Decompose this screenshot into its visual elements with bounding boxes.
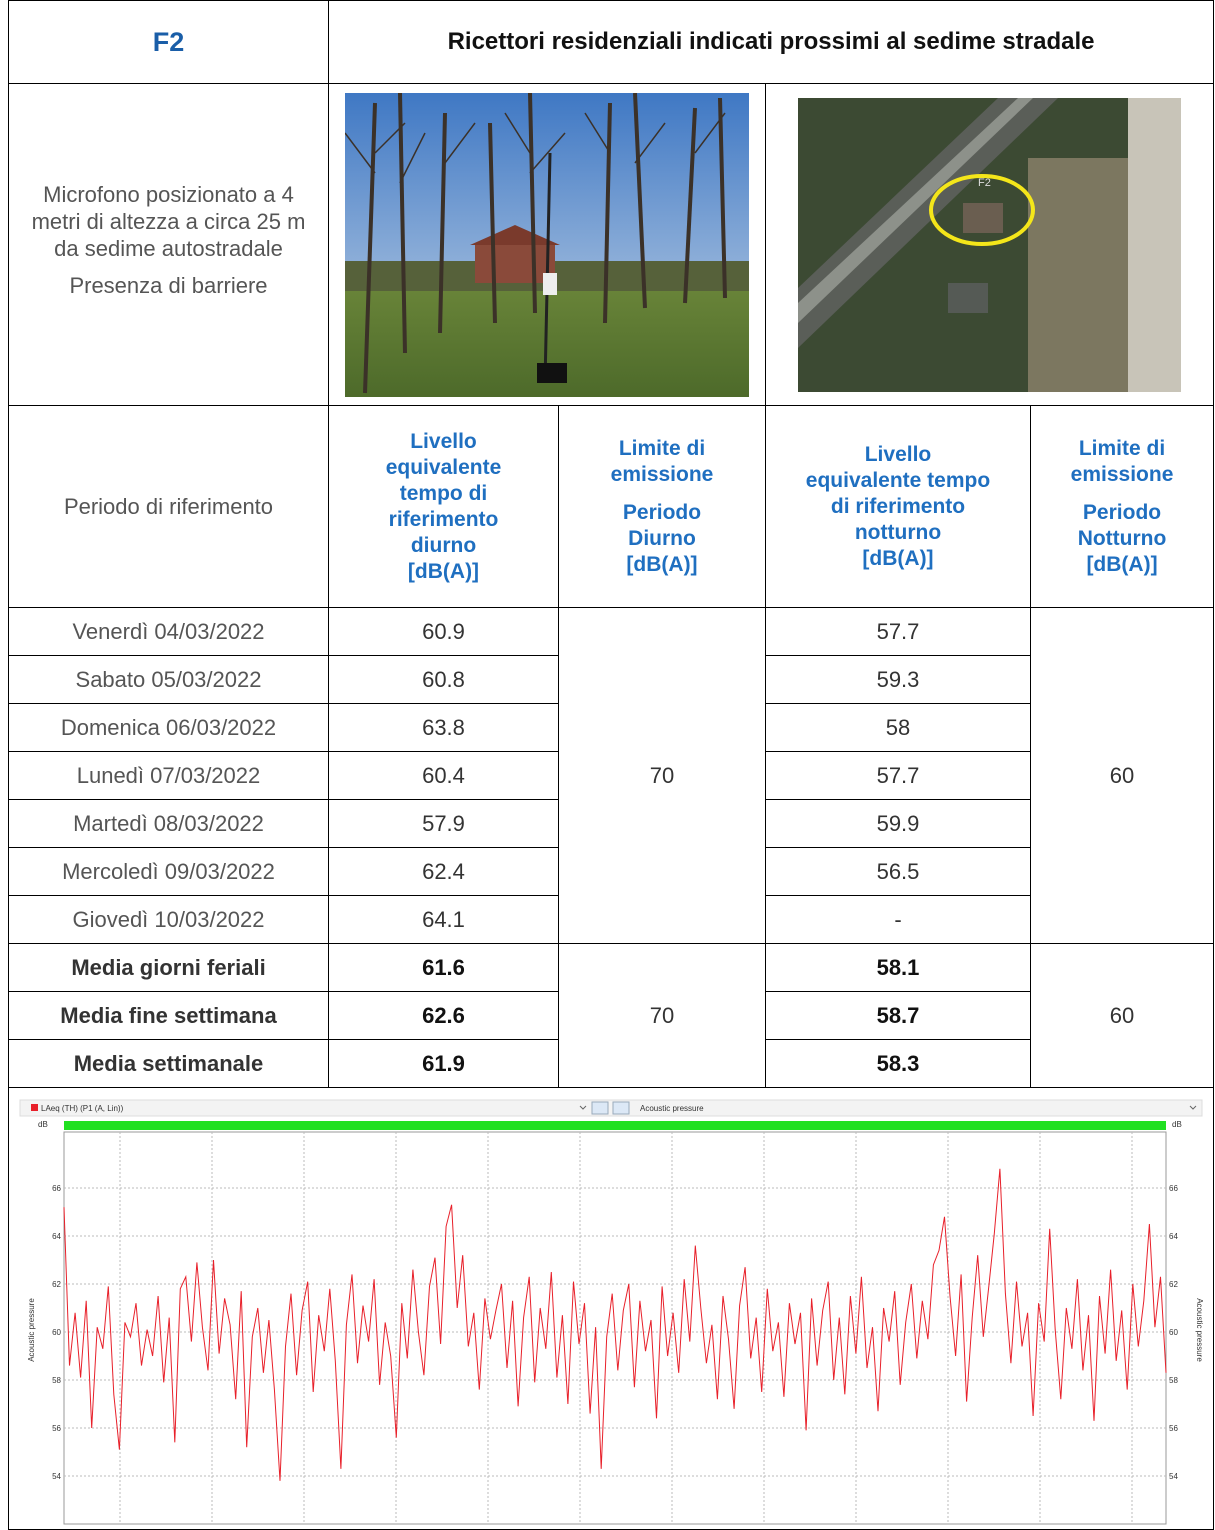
day-level: 62.4 [328,847,559,896]
y-tick-label: 66 [52,1184,61,1193]
summary-day: 61.9 [328,1039,559,1088]
period: Lunedì 07/03/2022 [8,751,329,800]
series-label: LAeq (TH) (P1 (A, Lin)) [41,1104,124,1113]
toolbar-label: Acoustic pressure [640,1104,704,1113]
column-header: Limite di emissione Periodo Notturno [dB(… [1029,405,1215,608]
column-header-line: Limite di emissione [610,436,714,486]
table-row: Mercoledì 09/03/2022 62.4 56.5 [8,847,1214,896]
site-photo [345,92,749,397]
night-level: 57.7 [765,607,1031,656]
summary-row: Media giorni feriali 61.6 70 58.1 60 [8,943,1215,1088]
summary-period: Media giorni feriali [8,943,329,992]
summary-row: Media fine settimana 62.6 58.7 [8,991,1214,1040]
y-tick-label: 64 [52,1232,61,1241]
day-level: 60.8 [328,655,559,704]
table-row: Lunedì 07/03/2022 60.4 57.7 [8,751,1214,800]
summary-night: 58.1 [765,943,1031,992]
day-level: 60.9 [328,607,559,656]
column-header: Livello equivalente tempo di riferimento… [328,405,559,608]
period: Giovedì 10/03/2022 [8,895,329,944]
summary-day-limit: 70 [558,943,766,1088]
night-level: 58 [765,703,1031,752]
period: Sabato 05/03/2022 [8,655,329,704]
tool-icon [612,1101,630,1115]
day-level: 57.9 [328,799,559,848]
table-row: Venerdì 04/03/2022 60.9 70 57.7 60 [8,607,1215,944]
summary-night: 58.3 [765,1039,1031,1088]
y-tick-label: 66 [1169,1184,1178,1193]
summary-day: 61.6 [328,943,559,992]
night-level: 59.9 [765,799,1031,848]
description-text: Presenza di barriere [69,272,268,298]
dropdown [579,1105,587,1110]
series-line [63,1168,1167,1481]
level-bar [64,1121,1166,1130]
table-row: Domenica 06/03/2022 63.8 58 [8,703,1214,752]
day-limit: 70 [558,607,766,944]
period: Martedì 08/03/2022 [8,799,329,848]
table-row: Sabato 05/03/2022 60.8 59.3 [8,655,1214,704]
period: Venerdì 04/03/2022 [8,607,329,656]
site-id: F2 [8,0,329,84]
y-axis-label: Acoustic pressure [27,1298,36,1362]
y-tick-label: 62 [1169,1280,1178,1289]
period: Mercoledì 09/03/2022 [8,847,329,896]
column-header-line: Limite di emissione [1070,436,1174,486]
night-level: 57.7 [765,751,1031,800]
photo-cell [328,83,766,406]
plot-area [63,1131,1167,1525]
summary-night: 58.7 [765,991,1031,1040]
column-header: Periodo di riferimento [8,405,329,608]
column-header-line: Periodo Notturno [dB(A)] [1077,500,1167,576]
y-tick-label: 60 [52,1328,61,1337]
y-tick-label: 54 [1169,1472,1178,1481]
column-header: Limite di emissione Periodo Diurno [dB(A)… [558,405,766,608]
night-limit: 60 [1029,607,1215,944]
y-axis-label: Acoustic pressure [1195,1298,1204,1362]
night-level: 56.5 [765,847,1031,896]
y-tick-label: 64 [1169,1232,1178,1241]
y-tick-label: 56 [1169,1424,1178,1433]
y-tick-label: 54 [52,1472,61,1481]
day-level: 63.8 [328,703,559,752]
site-title: Ricettori residenziali indicati prossimi… [327,0,1215,84]
y-tick-label: 62 [52,1280,61,1289]
dropdown [1189,1105,1197,1110]
chart-header [19,1099,1203,1117]
period: Domenica 06/03/2022 [8,703,329,752]
map-cell: F2 [764,83,1215,406]
table-row: Giovedì 10/03/2022 64.1 - [8,895,1214,944]
day-level: 64.1 [328,895,559,944]
site-map: F2 [798,97,1182,392]
description-text: Microfono posizionato a 4 metri di altez… [31,181,306,261]
report-table: F2 Ricettori residenziali indicati pross… [7,0,1215,1530]
y-tick-label: 56 [52,1424,61,1433]
column-header: Livello equivalente tempo di riferimento… [765,405,1031,608]
night-level: 59.3 [765,655,1031,704]
y-tick-label: 60 [1169,1328,1178,1337]
tool-icon [591,1101,609,1115]
y-tick-label: 58 [52,1376,61,1385]
y-unit: dB [38,1120,48,1129]
summary-row: Media settimanale 61.9 58.3 [8,1039,1214,1088]
summary-night-limit: 60 [1029,943,1215,1088]
table-body: Venerdì 04/03/2022 60.9 70 57.7 60 Sabato 05/… [8,607,1215,1088]
day-level: 60.4 [328,751,559,800]
summary-period: Media fine settimana [8,991,329,1040]
description: Microfono posizionato a 4 metri di altez… [8,83,329,406]
map-label: F2 [978,177,991,189]
y-tick-label: 58 [1169,1376,1178,1385]
column-header-line: Periodo Diurno [dB(A)] [622,500,702,576]
chart: LAeq (TH) (P1 (A, Lin)) Acoustic pressure… [9,1088,1212,1529]
night-level: - [765,895,1031,944]
y-unit: dB [1172,1120,1182,1129]
table-row: Martedì 08/03/2022 57.9 59.9 [8,799,1214,848]
summary-day: 62.6 [328,991,559,1040]
legend-swatch [31,1104,38,1111]
summary-period: Media settimanale [8,1039,329,1088]
chart-cell: LAeq (TH) (P1 (A, Lin)) Acoustic pressure… [7,1087,1215,1530]
